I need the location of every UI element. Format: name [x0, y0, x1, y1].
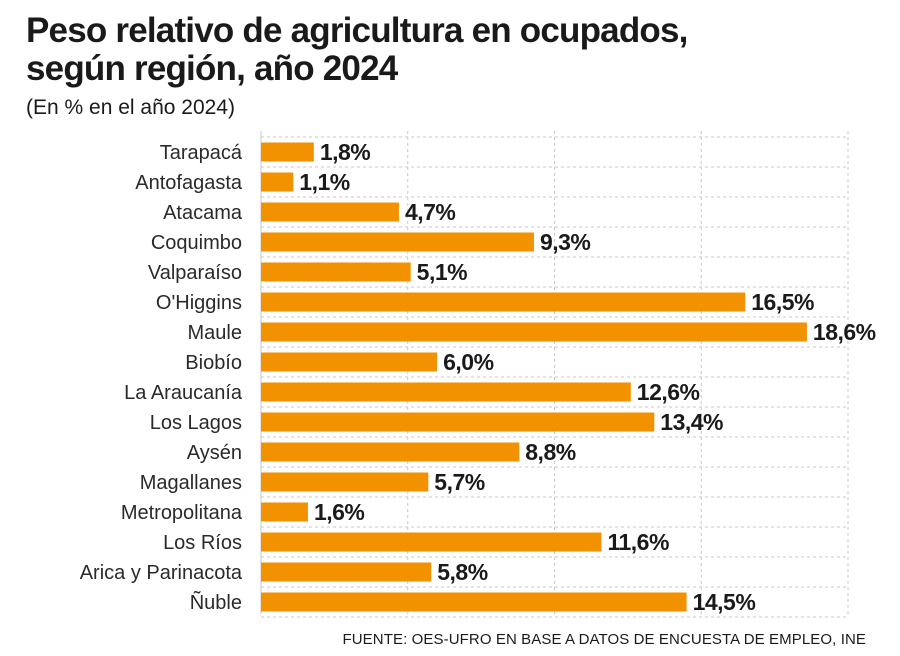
bar-2 [261, 202, 399, 222]
bar-5 [261, 292, 746, 312]
value-label: 8,8% [525, 439, 575, 465]
category-label: Biobío [185, 352, 242, 374]
value-label: 5,7% [434, 469, 484, 495]
category-label: Metropolitana [121, 502, 243, 524]
gridlines [260, 131, 849, 618]
value-label: 9,3% [540, 229, 590, 255]
category-labels: Tarapacá Antofagasta Atacama Coquimbo Valpar… [80, 142, 243, 614]
category-label: Coquimbo [151, 232, 242, 254]
category-label: Ñuble [190, 590, 242, 614]
value-label: 5,8% [437, 559, 487, 585]
value-label: 4,7% [405, 199, 455, 225]
category-label: Valparaíso [148, 262, 242, 284]
bar-15 [261, 592, 687, 612]
bar-14 [261, 562, 432, 582]
category-label: Atacama [163, 202, 243, 224]
value-label: 5,1% [417, 259, 467, 285]
category-label: Antofagasta [135, 172, 243, 194]
value-label: 1,1% [299, 169, 349, 195]
value-label: 12,6% [637, 379, 700, 405]
bar-13 [261, 532, 602, 552]
chart-title: Peso relativo de agricultura en ocupados… [26, 11, 688, 88]
value-label: 14,5% [693, 589, 756, 615]
category-label: Los Lagos [150, 412, 242, 434]
value-label: 11,6% [607, 529, 668, 555]
value-label: 18,6% [813, 319, 876, 345]
source-note: FUENTE: OES-UFRO EN BASE A DATOS DE ENCU… [342, 631, 866, 648]
chart-subtitle: (En % en el año 2024) [26, 96, 235, 119]
bar-3 [261, 232, 534, 252]
category-label: La Araucanía [124, 382, 243, 404]
value-label: 1,6% [314, 499, 364, 525]
bar-6 [261, 322, 807, 342]
bar-8 [261, 382, 631, 402]
value-label: 13,4% [660, 409, 723, 435]
value-labels: 1,8% 1,1% 4,7% 9,3% 5,1% 16,5% 18,6% 6,0% 12,6% 1… [299, 139, 876, 615]
bar-7 [261, 352, 438, 372]
value-label: 16,5% [751, 289, 814, 315]
value-label: 1,8% [320, 139, 370, 165]
category-label: Arica y Parinacota [80, 562, 243, 584]
bars [261, 142, 807, 612]
bar-4 [261, 262, 411, 282]
category-label: O'Higgins [156, 292, 242, 314]
category-label: Tarapacá [160, 142, 243, 164]
bar-10 [261, 442, 520, 462]
category-label: Magallanes [140, 472, 242, 494]
bar-0 [261, 142, 314, 162]
bar-11 [261, 472, 429, 492]
bar-9 [261, 412, 655, 432]
bar-12 [261, 502, 308, 522]
category-label: Aysén [187, 442, 242, 464]
category-label: Los Ríos [163, 532, 242, 554]
value-label: 6,0% [443, 349, 493, 375]
category-label: Maule [188, 322, 242, 344]
bar-1 [261, 172, 294, 192]
